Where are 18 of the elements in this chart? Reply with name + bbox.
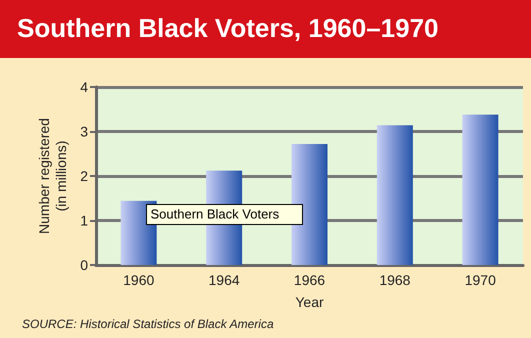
y-tick-label: 4 bbox=[80, 79, 88, 95]
y-tick-label: 3 bbox=[80, 124, 88, 140]
y-tick-label: 1 bbox=[80, 212, 88, 228]
y-tick-label: 0 bbox=[80, 257, 88, 273]
y-axis-title: Number registered (in millions) bbox=[36, 118, 69, 234]
x-tick-label: 1966 bbox=[294, 272, 326, 288]
x-tick-label: 1960 bbox=[123, 272, 154, 288]
x-tick-label: 1964 bbox=[208, 272, 240, 288]
source-note: SOURCE: Historical Statistics of Black America bbox=[22, 317, 274, 331]
y-tick-label: 2 bbox=[80, 168, 88, 184]
chart-title: Southern Black Voters, 1960–1970 bbox=[17, 13, 439, 43]
annotation: Southern Black Voters bbox=[150, 206, 280, 222]
bar bbox=[462, 114, 498, 265]
x-tick-label: 1970 bbox=[464, 272, 496, 288]
bar bbox=[376, 125, 413, 265]
x-tick-label: 1968 bbox=[379, 272, 411, 288]
bar bbox=[292, 144, 328, 265]
x-axis-title: Year bbox=[295, 294, 324, 310]
